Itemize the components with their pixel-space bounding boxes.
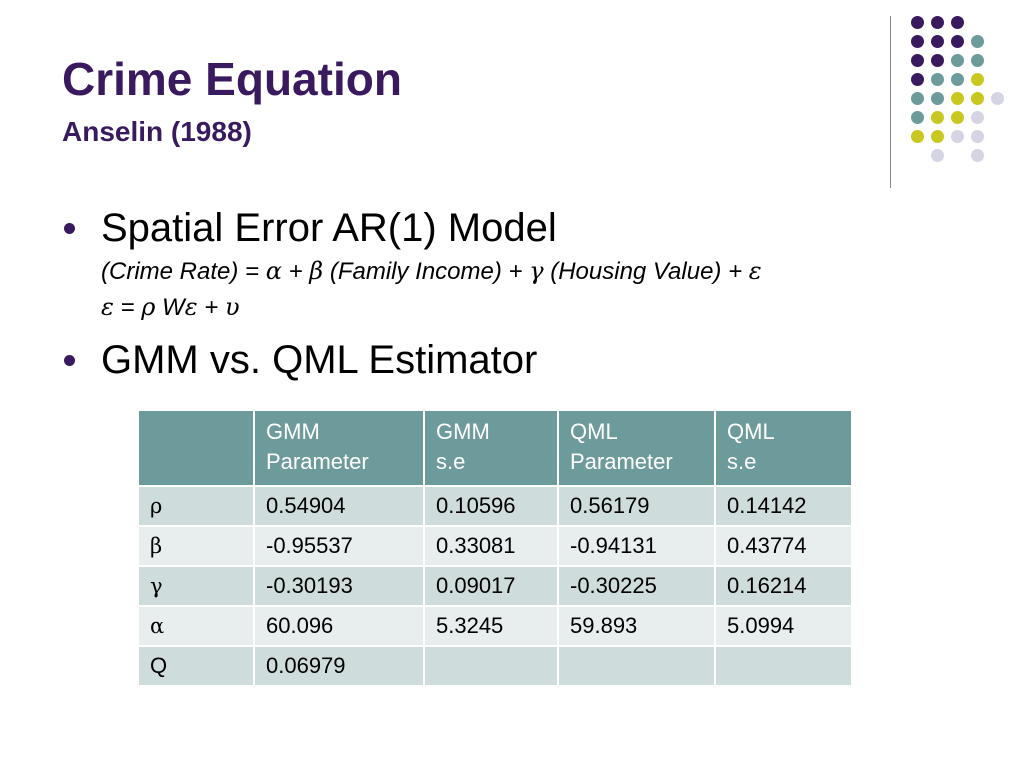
decorative-dot — [931, 149, 944, 162]
decorative-dot — [931, 54, 944, 67]
table-cell: 0.06979 — [253, 645, 425, 687]
eq-text: = — [113, 294, 142, 321]
header-line-2: Parameter — [266, 449, 369, 474]
decorative-dot — [911, 73, 924, 86]
table-header-cell: GMM Parameter — [253, 409, 425, 487]
decorative-dot — [971, 130, 984, 143]
decorative-dot — [951, 35, 964, 48]
table-header-cell: QML s.e — [714, 409, 853, 487]
decorative-dot — [911, 130, 924, 143]
beta-symbol: β — [309, 257, 324, 285]
table-cell: 0.43774 — [714, 525, 853, 567]
header-line-1: GMM — [436, 419, 490, 444]
decorative-dot — [931, 16, 944, 29]
bullet-icon — [64, 355, 75, 366]
epsilon-symbol: ε — [748, 257, 762, 285]
eq-text: W — [155, 294, 185, 321]
table-cell: 0.54904 — [253, 485, 425, 527]
table-cell — [423, 645, 559, 687]
decorative-dot — [951, 16, 964, 29]
table-row: β -0.95537 0.33081 -0.94131 0.43774 — [137, 525, 853, 567]
slide-subtitle: Anselin (1988) — [62, 116, 252, 147]
table-cell: 5.0994 — [714, 605, 853, 647]
eq-text: (Crime Rate) = — [101, 258, 266, 285]
epsilon-symbol: ε — [101, 293, 114, 321]
header-line-1: QML — [727, 419, 775, 444]
header-line-1: GMM — [266, 419, 320, 444]
decorative-dot — [931, 73, 944, 86]
table-cell — [557, 645, 716, 687]
decorative-dot — [911, 35, 924, 48]
decorative-dot — [951, 111, 964, 124]
row-label: α — [137, 605, 255, 647]
table-cell: -0.30225 — [557, 565, 716, 607]
table-cell: 0.09017 — [423, 565, 559, 607]
decorative-dot — [931, 35, 944, 48]
table-cell: -0.30193 — [253, 565, 425, 607]
equation-error-term: ε = ρ Wε + υ — [101, 293, 240, 322]
table-header-cell: QML Parameter — [557, 409, 716, 487]
eq-text: + — [197, 294, 225, 321]
decorative-dot — [971, 35, 984, 48]
rho-symbol: ρ — [141, 293, 156, 321]
table-cell: -0.95537 — [253, 525, 425, 567]
table-cell: 5.3245 — [423, 605, 559, 647]
equation-crime-rate: (Crime Rate) = α + β (Family Income) + γ… — [101, 257, 762, 286]
row-label: β — [137, 525, 255, 567]
decorative-dot — [911, 111, 924, 124]
bullet-text: GMM vs. QML Estimator — [101, 338, 538, 382]
decorative-dot — [991, 92, 1004, 105]
alpha-symbol: α — [265, 257, 282, 285]
table-header-cell — [137, 409, 255, 487]
table-row: ρ 0.54904 0.10596 0.56179 0.14142 — [137, 485, 853, 527]
decorative-dot — [911, 16, 924, 29]
upsilon-symbol: υ — [224, 293, 240, 321]
table-row: α 60.096 5.3245 59.893 5.0994 — [137, 605, 853, 647]
decorative-dot — [951, 92, 964, 105]
header-line-2: s.e — [727, 449, 757, 474]
estimates-table: GMM Parameter GMM s.e QML Parameter QML s.e … — [137, 409, 853, 687]
epsilon-symbol: ε — [184, 293, 198, 321]
decorative-divider — [890, 16, 891, 188]
decorative-dot — [911, 54, 924, 67]
table-cell: 0.14142 — [714, 485, 853, 527]
table-cell: 59.893 — [557, 605, 716, 647]
table-cell: -0.94131 — [557, 525, 716, 567]
decorative-dot — [971, 111, 984, 124]
table-cell: 0.56179 — [557, 485, 716, 527]
table-header-row: GMM Parameter GMM s.e QML Parameter QML s.e — [137, 409, 853, 487]
decorative-dot — [951, 54, 964, 67]
gamma-symbol: γ — [529, 257, 544, 285]
decorative-dot — [951, 130, 964, 143]
table-cell: 0.10596 — [423, 485, 559, 527]
header-line-2: Parameter — [570, 449, 673, 474]
row-label: Q — [137, 645, 255, 687]
row-label: ρ — [137, 485, 255, 527]
slide-title: Crime Equation — [62, 53, 402, 105]
table-cell: 60.096 — [253, 605, 425, 647]
eq-text: + — [281, 258, 310, 285]
table-cell: 0.33081 — [423, 525, 559, 567]
eq-text: (Housing Value) + — [543, 258, 749, 285]
table-row: Q 0.06979 — [137, 645, 853, 687]
header-line-2: s.e — [436, 449, 466, 474]
bullet-icon — [64, 223, 75, 234]
decorative-dot — [911, 92, 924, 105]
decorative-dot — [931, 111, 944, 124]
bullet-text: Spatial Error AR(1) Model — [101, 206, 557, 250]
table-header-cell: GMM s.e — [423, 409, 559, 487]
table-row: γ -0.30193 0.09017 -0.30225 0.16214 — [137, 565, 853, 607]
decorative-dot — [971, 73, 984, 86]
header-line-1: QML — [570, 419, 618, 444]
table-cell — [714, 645, 853, 687]
decorative-dot — [931, 92, 944, 105]
table-cell: 0.16214 — [714, 565, 853, 607]
decorative-dot — [971, 54, 984, 67]
eq-text: (Family Income) + — [323, 258, 530, 285]
decorative-dot — [971, 149, 984, 162]
decorative-dot — [951, 73, 964, 86]
decorative-dot — [931, 130, 944, 143]
decorative-dot — [971, 92, 984, 105]
row-label: γ — [137, 565, 255, 607]
